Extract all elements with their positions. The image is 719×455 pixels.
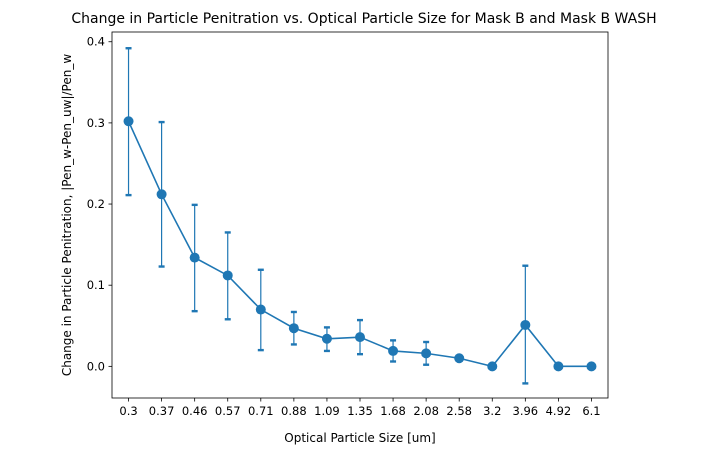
x-tick-label: 0.46 — [182, 404, 208, 418]
data-point — [321, 333, 332, 344]
y-axis-label: Change in Particle Penitration, |Pen_w-P… — [60, 54, 74, 376]
x-tick-label: 0.3 — [119, 404, 137, 418]
data-point — [586, 361, 597, 372]
data-point — [123, 116, 134, 127]
x-tick-label: 1.09 — [314, 404, 340, 418]
data-point — [553, 361, 564, 372]
x-tick-label: 0.57 — [215, 404, 241, 418]
data-point — [487, 361, 498, 372]
data-point — [421, 348, 432, 359]
x-tick-label: 6.1 — [582, 404, 600, 418]
data-point — [156, 189, 167, 200]
plot-area — [123, 47, 597, 385]
y-tick-label: 0.4 — [87, 35, 105, 49]
x-tick-label: 3.2 — [483, 404, 501, 418]
x-tick-label: 4.92 — [546, 404, 572, 418]
y-tick-label: 0.1 — [87, 278, 105, 292]
chart-title: Change in Particle Penitration vs. Optic… — [71, 11, 656, 27]
data-point — [189, 252, 200, 263]
x-tick-label: 2.58 — [446, 404, 472, 418]
y-axis: 0.0 0.1 0.2 0.3 0.4 — [87, 35, 112, 373]
x-axis-label: Optical Particle Size [um] — [284, 431, 435, 445]
data-point — [222, 270, 233, 281]
x-tick-label: 0.71 — [248, 404, 274, 418]
data-point — [288, 323, 299, 334]
data-point — [355, 332, 365, 343]
data-point — [454, 353, 465, 364]
x-tick-label: 3.96 — [513, 404, 539, 418]
x-tick-label: 1.68 — [380, 404, 406, 418]
y-tick-label: 0.0 — [87, 359, 105, 373]
x-tick-label: 0.88 — [281, 404, 307, 418]
y-tick-label: 0.2 — [87, 197, 105, 211]
x-tick-label: 2.08 — [413, 404, 439, 418]
data-point — [255, 304, 266, 315]
data-point — [388, 345, 399, 356]
x-tick-label: 0.37 — [149, 404, 175, 418]
x-axis: 0.3 0.37 0.46 0.57 0.71 0.88 1.09 1.35 1.68 2.08 2… — [119, 398, 601, 418]
x-tick-label: 1.35 — [347, 404, 373, 418]
y-tick-label: 0.3 — [87, 116, 105, 130]
data-point — [520, 319, 531, 330]
